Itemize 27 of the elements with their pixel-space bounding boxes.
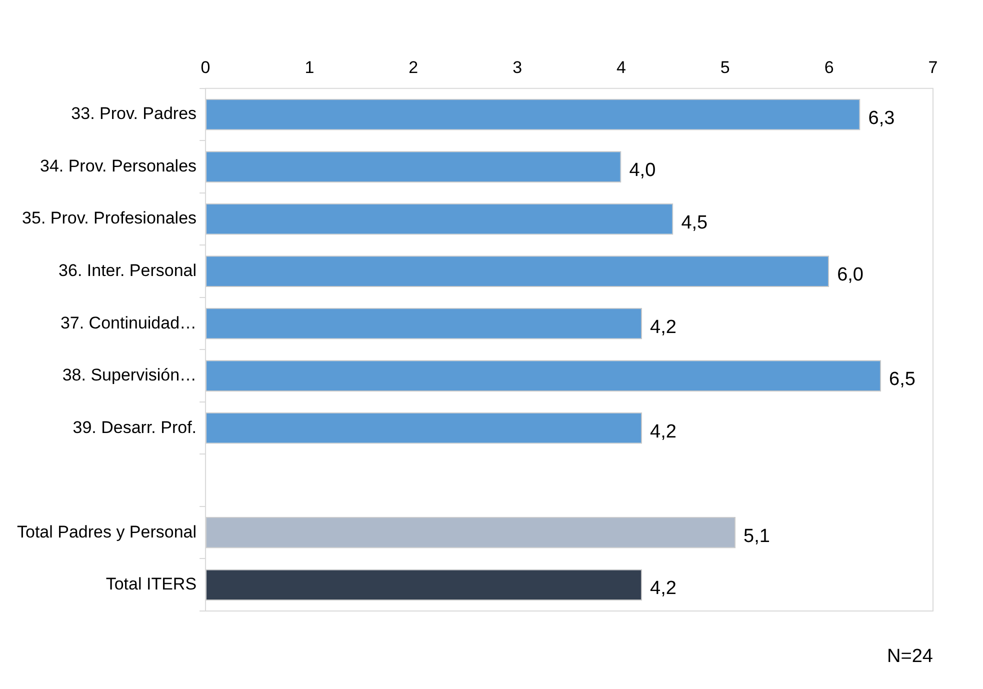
y-tick-label: 34. Prov. Personales <box>40 156 197 176</box>
y-tick-label: Total Padres y Personal <box>16 522 197 542</box>
x-tick-label: 0 <box>200 58 210 77</box>
data-label: 4,0 <box>629 160 656 182</box>
y-tick-label: 35. Prov. Profesionales <box>22 208 197 228</box>
data-label: 6,3 <box>868 108 895 129</box>
data-label: 4,2 <box>650 421 676 442</box>
data-label: 4,2 <box>650 578 676 600</box>
y-tick-label: 37. Continuidad… <box>60 313 197 332</box>
x-tick-label: 2 <box>408 58 418 77</box>
data-label: 4,5 <box>681 212 708 234</box>
y-tick-label: Total ITERS <box>106 574 197 594</box>
y-tick-label: 33. Prov. Padres <box>71 104 197 124</box>
x-tick-label: 7 <box>928 58 938 77</box>
y-tick-label: 38. Supervisión… <box>62 366 197 385</box>
x-tick-label: 5 <box>720 58 730 77</box>
text: N=24 <box>887 646 934 668</box>
data-label: 4,2 <box>650 316 676 338</box>
x-tick-label: 4 <box>616 58 626 77</box>
y-tick-label: 39. Desarr. Prof. <box>72 418 197 437</box>
data-label: 5,1 <box>744 526 770 547</box>
data-label: 6,5 <box>889 369 916 390</box>
data-label: 6,0 <box>837 264 864 286</box>
x-tick-label: 6 <box>824 58 834 77</box>
y-tick-label: 36. Inter. Personal <box>58 260 197 280</box>
x-tick-label: 3 <box>512 58 522 77</box>
x-tick-label: 1 <box>304 58 314 77</box>
